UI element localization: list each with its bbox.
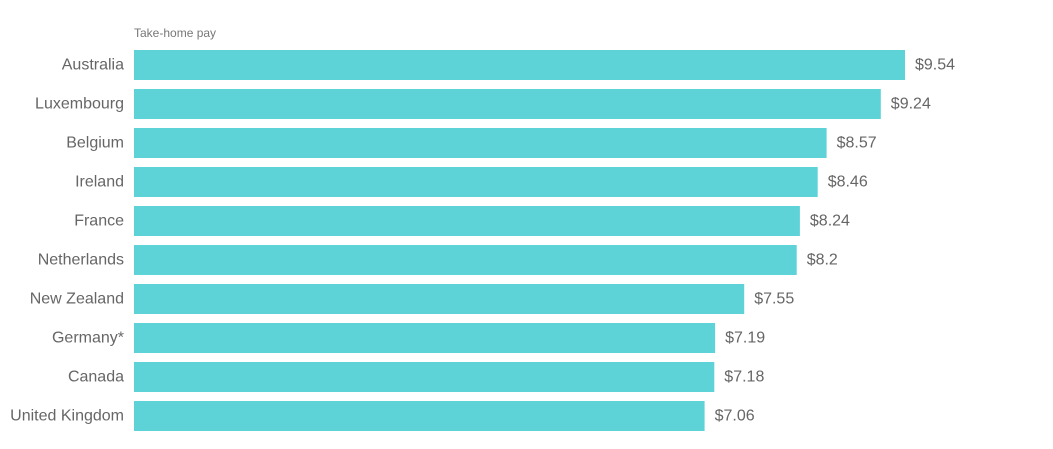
category-label-2: Belgium bbox=[66, 135, 124, 152]
category-label-8: Canada bbox=[68, 369, 124, 386]
series-label: Take-home pay bbox=[134, 26, 216, 40]
value-label-2: $8.57 bbox=[837, 135, 877, 152]
category-label-0: Australia bbox=[62, 57, 124, 74]
category-label-4: France bbox=[74, 213, 124, 230]
value-label-6: $7.55 bbox=[754, 291, 794, 308]
value-label-4: $8.24 bbox=[810, 213, 850, 230]
bar-0 bbox=[134, 50, 905, 80]
bar-9 bbox=[134, 401, 705, 431]
value-label-5: $8.2 bbox=[807, 252, 838, 269]
value-label-9: $7.06 bbox=[715, 408, 755, 425]
bar-8 bbox=[134, 362, 715, 392]
bar-2 bbox=[134, 128, 827, 158]
category-label-3: Ireland bbox=[75, 174, 124, 191]
value-label-3: $8.46 bbox=[828, 174, 868, 191]
value-label-1: $9.24 bbox=[891, 96, 931, 113]
bars-group: Australia $9.54 Luxembourg $9.24 Belgium $8.5… bbox=[10, 50, 955, 431]
bar-7 bbox=[134, 323, 716, 353]
value-label-8: $7.18 bbox=[724, 369, 764, 386]
bar-3 bbox=[134, 167, 818, 197]
bar-5 bbox=[134, 245, 797, 275]
category-label-1: Luxembourg bbox=[35, 96, 124, 113]
category-label-7: Germany* bbox=[52, 330, 124, 347]
bar-1 bbox=[134, 89, 881, 119]
bar-6 bbox=[134, 284, 745, 314]
category-label-9: United Kingdom bbox=[10, 408, 124, 425]
value-label-0: $9.54 bbox=[915, 57, 955, 74]
value-label-7: $7.19 bbox=[725, 330, 765, 347]
bar-4 bbox=[134, 206, 800, 236]
category-label-6: New Zealand bbox=[30, 291, 124, 308]
category-label-5: Netherlands bbox=[38, 252, 124, 269]
